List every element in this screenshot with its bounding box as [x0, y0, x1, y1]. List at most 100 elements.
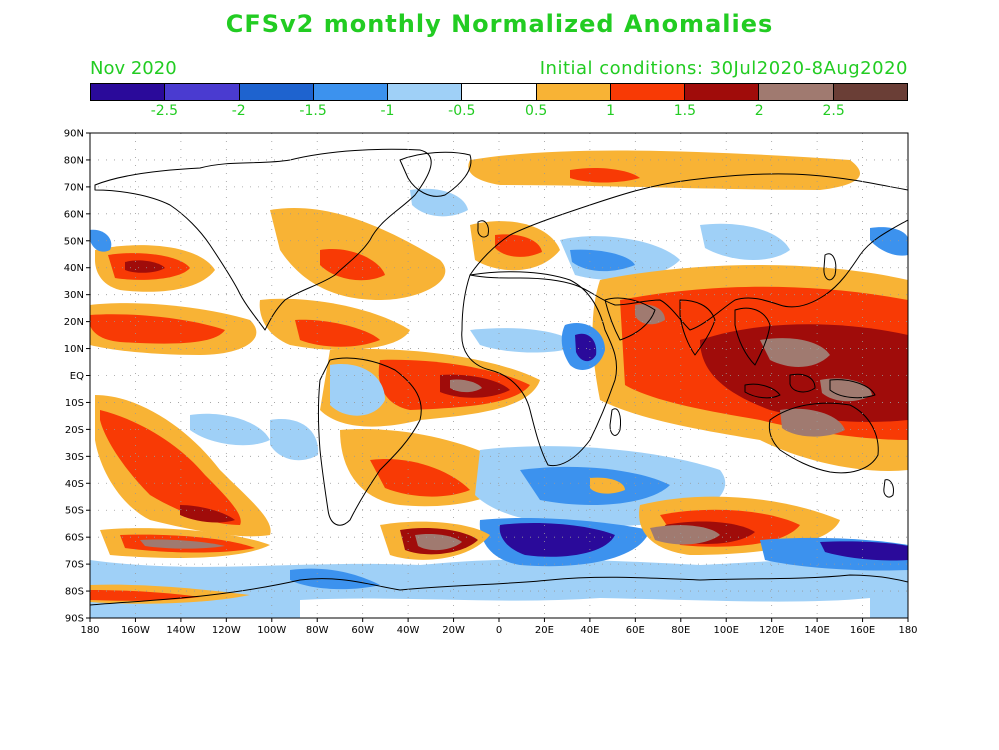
axis-ticks [86, 132, 909, 622]
lat-label: 40S [65, 479, 84, 490]
colorbar-label: 2.5 [822, 103, 845, 119]
field-eurasia-darker-blue [570, 249, 635, 272]
field-wp-brown-2 [780, 408, 845, 437]
outline-new-zealand [883, 479, 894, 498]
lat-label: 30S [65, 452, 84, 463]
colorbar-label: 0.5 [525, 103, 548, 119]
outline-australia [768, 402, 879, 474]
colorbar-label: 1 [606, 103, 615, 119]
field-antarctic-white [300, 598, 870, 618]
outline-eurasia [469, 173, 908, 331]
lat-label: 50S [65, 506, 84, 517]
field-caribbean-red [295, 319, 380, 347]
lon-label: 80W [306, 625, 329, 636]
colorbar-label: -2 [231, 103, 246, 119]
outline-north-america [94, 148, 432, 331]
lat-label: 60S [65, 533, 84, 544]
colorbar-swatch [610, 84, 686, 100]
outline-indonesia-2 [789, 373, 816, 393]
lat-label: 60N [64, 209, 84, 220]
lon-labels: 180 160W 140W 120W 100W 80W 60W 40W 20W 0 20E 40E 60… [80, 625, 917, 636]
lon-label: 40E [580, 625, 599, 636]
lon-label: 60E [626, 625, 645, 636]
lat-label: 30N [64, 290, 84, 301]
field-so-brown-right [650, 525, 720, 545]
lon-label: 20W [442, 625, 465, 636]
field-so-far-east-dark-blue [820, 541, 908, 561]
lon-label: 160W [121, 625, 150, 636]
outline-south-america [318, 357, 422, 526]
outline-japan [823, 253, 837, 281]
lon-label: 180 [80, 625, 99, 636]
colorbar-swatch [388, 84, 463, 100]
colorbar-swatch [536, 84, 611, 100]
lat-label: 10S [65, 398, 84, 409]
field-wp-brown-3 [820, 378, 872, 402]
colorbar-label: -1 [380, 103, 395, 119]
lon-label: 100W [257, 625, 286, 636]
colorbar-swatch [462, 84, 537, 100]
colorbar-label: -1.5 [299, 103, 327, 119]
lat-label: 80S [65, 587, 84, 598]
lon-label: 180 [898, 625, 917, 636]
lat-labels: 90N 80N 70N 60N 50N 40N 30N 20N 10N EQ 10S 20S 30S 40… [64, 129, 84, 625]
chart-title: CFSv2 monthly Normalized Anomalies [225, 10, 774, 38]
field-s-pacific-darkred [180, 505, 235, 523]
field-blue-w-10s [190, 413, 270, 446]
lat-label: 70N [64, 182, 84, 193]
lon-label: 160E [850, 625, 875, 636]
lon-label: 100E [714, 625, 739, 636]
field-s-pacific-red [100, 410, 241, 525]
outline-uk [477, 220, 489, 238]
field-e-pacific-red [90, 314, 225, 344]
lat-label: EQ [70, 371, 84, 382]
lat-label: 20N [64, 317, 84, 328]
outline-madagascar [609, 408, 621, 436]
field-south-brown-band [140, 539, 225, 549]
lat-label: 70S [65, 560, 84, 571]
field-europe-red [495, 234, 542, 257]
lat-label: 50N [64, 236, 84, 247]
field-blue-w-45n [90, 229, 112, 252]
field-so-dark-blue [499, 523, 615, 557]
colorbar-swatch [165, 84, 240, 100]
colorbar-swatch [91, 84, 166, 100]
colorbar-swatch [759, 84, 834, 100]
field-s-indian-orange-spot [590, 477, 625, 494]
field-n-atlantic-blue [410, 188, 468, 217]
continent-outlines [90, 148, 908, 606]
field-guinea-blue [470, 328, 580, 353]
lat-label: 90S [65, 614, 84, 625]
field-east-africa-dark-blue [575, 333, 597, 362]
initial-conditions-label: Initial conditions: 30Jul2020-8Aug2020 [539, 58, 908, 79]
field-80s-red [90, 590, 200, 601]
field-s-atlantic-red [370, 459, 470, 497]
field-arctic-red [570, 167, 640, 183]
lon-label: 40W [397, 625, 420, 636]
field-arctic-orange [468, 150, 860, 190]
lon-label: 140W [166, 625, 195, 636]
field-n-atlantic-red [320, 249, 385, 281]
field-se-blue-ne [870, 227, 908, 256]
colorbar [90, 83, 908, 101]
outline-india [679, 299, 716, 356]
lat-label: 10N [64, 344, 84, 355]
outline-se-asia [734, 307, 771, 366]
lon-label: 140E [804, 625, 829, 636]
lon-label: 20E [535, 625, 554, 636]
outline-new-guinea [829, 379, 876, 399]
outline-greenland [399, 151, 472, 197]
field-arabian-brown [635, 304, 665, 325]
colorbar-swatch [833, 84, 907, 100]
lon-label: 80E [671, 625, 690, 636]
lon-label: 0 [496, 625, 502, 636]
outline-indonesia-1 [744, 383, 781, 399]
lat-label: 80N [64, 155, 84, 166]
colorbar-label: 1.5 [673, 103, 697, 119]
colorbar-label: -0.5 [448, 103, 476, 119]
colorbar-swatch [239, 84, 314, 100]
field-s-america-blue [330, 364, 385, 416]
colorbar-labels: -2.5 -2 -1.5 -1 -0.5 0.5 1 1.5 2 2.5 [90, 103, 908, 121]
lat-label: 20S [65, 425, 84, 436]
